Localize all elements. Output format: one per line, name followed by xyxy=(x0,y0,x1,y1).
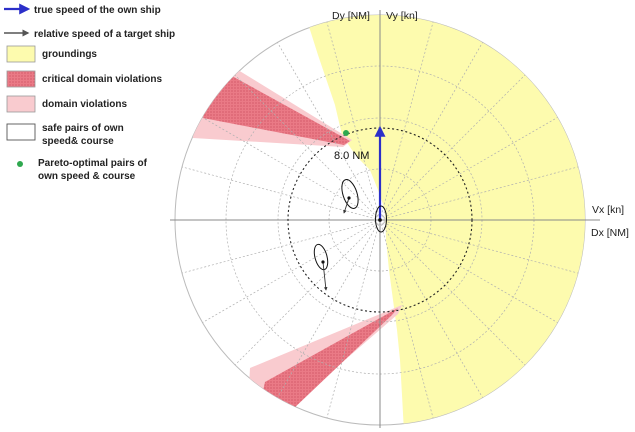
target-ship-1-relative-vector xyxy=(343,197,350,214)
critical-legend-swatch xyxy=(6,70,36,88)
legend-groundings-label: groundings xyxy=(42,49,97,60)
legend-pareto-line2: own speed & course xyxy=(38,171,136,182)
vx-axis-label: Vx [kn] xyxy=(592,204,624,216)
legend-true-speed-label: true speed of the own ship xyxy=(34,5,161,16)
target-ship-1-domain xyxy=(341,179,359,209)
safe-pairs-legend-swatch xyxy=(6,123,36,141)
legend-safe-pairs-line1: safe pairs of own xyxy=(42,123,124,134)
dy-axis-label: Dy [NM] xyxy=(332,10,370,22)
pareto-optimal-point xyxy=(343,130,349,136)
pareto-legend-dot xyxy=(17,161,23,167)
polar-plot: Dy [NM] Vy [kn] Vx [kn] Dx [NM] 8.0 NM xyxy=(170,10,629,428)
target-ship-2-relative-vector xyxy=(322,261,328,291)
target-ship-2-position xyxy=(321,260,325,264)
critical-violation-zone-upper xyxy=(203,74,350,145)
vy-axis-label: Vy [kn] xyxy=(386,10,418,22)
grounding-legend-swatch xyxy=(6,45,36,63)
legend-critical-label: critical domain violations xyxy=(42,74,162,85)
legend-pareto-line1: Pareto-optimal pairs of xyxy=(38,158,148,169)
legend: true speed of the own ship relative spee… xyxy=(4,3,175,182)
legend-domain-label: domain violations xyxy=(42,99,127,110)
domain-legend-swatch xyxy=(6,95,36,113)
target-ship-2-domain xyxy=(313,243,329,271)
dx-axis-label: Dx [NM] xyxy=(591,227,629,239)
legend-safe-pairs-line2: speed& course xyxy=(42,136,114,147)
range-label: 8.0 NM xyxy=(334,150,369,162)
target-ship-1-position xyxy=(347,196,351,200)
legend-relative-speed-label: relative speed of a target ship xyxy=(34,29,175,40)
own-ship-position xyxy=(378,218,382,222)
critical-violation-zone-lower xyxy=(262,308,398,412)
own-ship-domain xyxy=(375,205,387,233)
